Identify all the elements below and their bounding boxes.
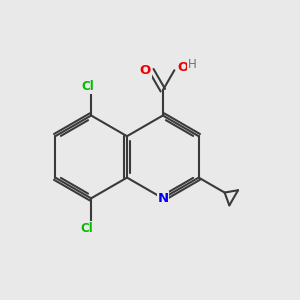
Text: Cl: Cl: [81, 80, 94, 93]
Text: O: O: [140, 64, 151, 77]
Text: N: N: [157, 192, 168, 205]
Text: H: H: [188, 58, 196, 71]
Text: Cl: Cl: [80, 222, 93, 235]
Text: O: O: [177, 61, 188, 74]
